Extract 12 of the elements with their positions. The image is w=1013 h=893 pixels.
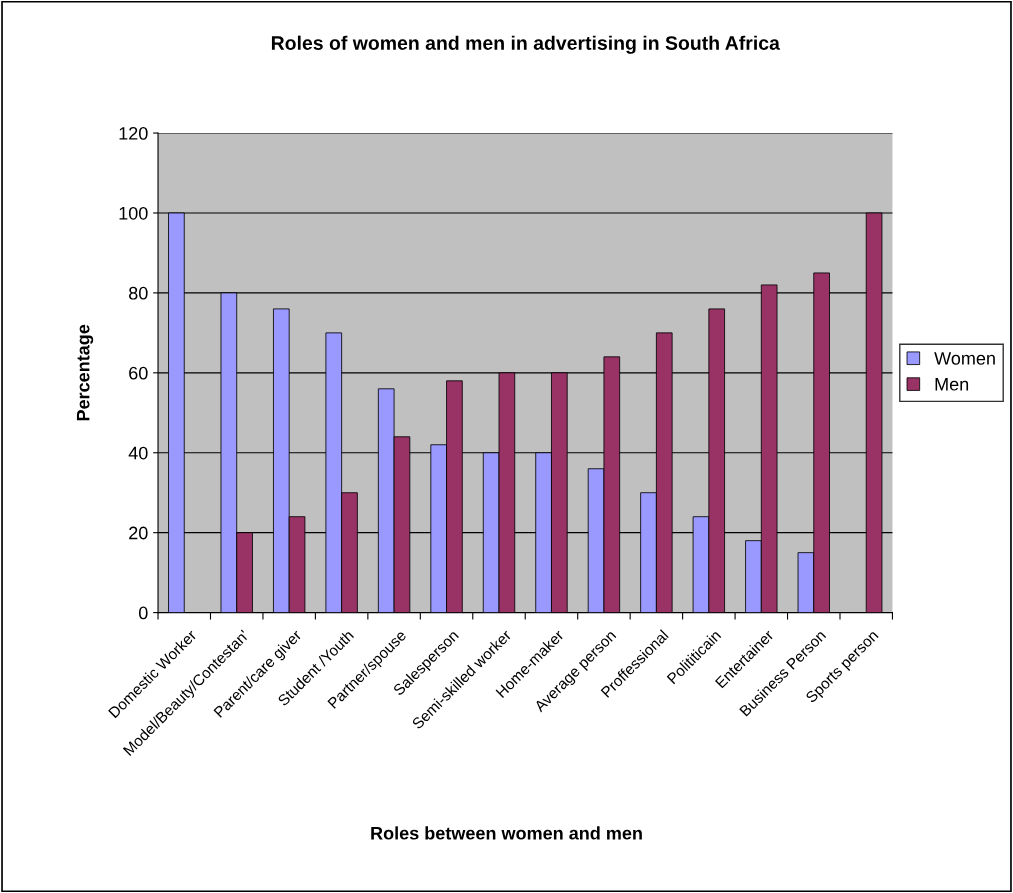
- y-tick-label: 0: [138, 606, 148, 620]
- y-tick-label: 100: [119, 206, 148, 220]
- chart-title: Roles of women and men in advertising in South Africa: [271, 35, 780, 54]
- legend-label: Men: [935, 378, 969, 391]
- y-tick-label: 20: [129, 526, 148, 540]
- legend-label: Women: [934, 352, 995, 365]
- y-tick-label: 120: [119, 126, 148, 140]
- y-tick-label: 80: [129, 286, 148, 300]
- y-axis-title: Percentage: [76, 324, 94, 421]
- y-tick-label: 40: [128, 446, 148, 460]
- y-tick-label: 60: [129, 366, 148, 380]
- x-axis-title: Roles between women and men: [371, 826, 642, 840]
